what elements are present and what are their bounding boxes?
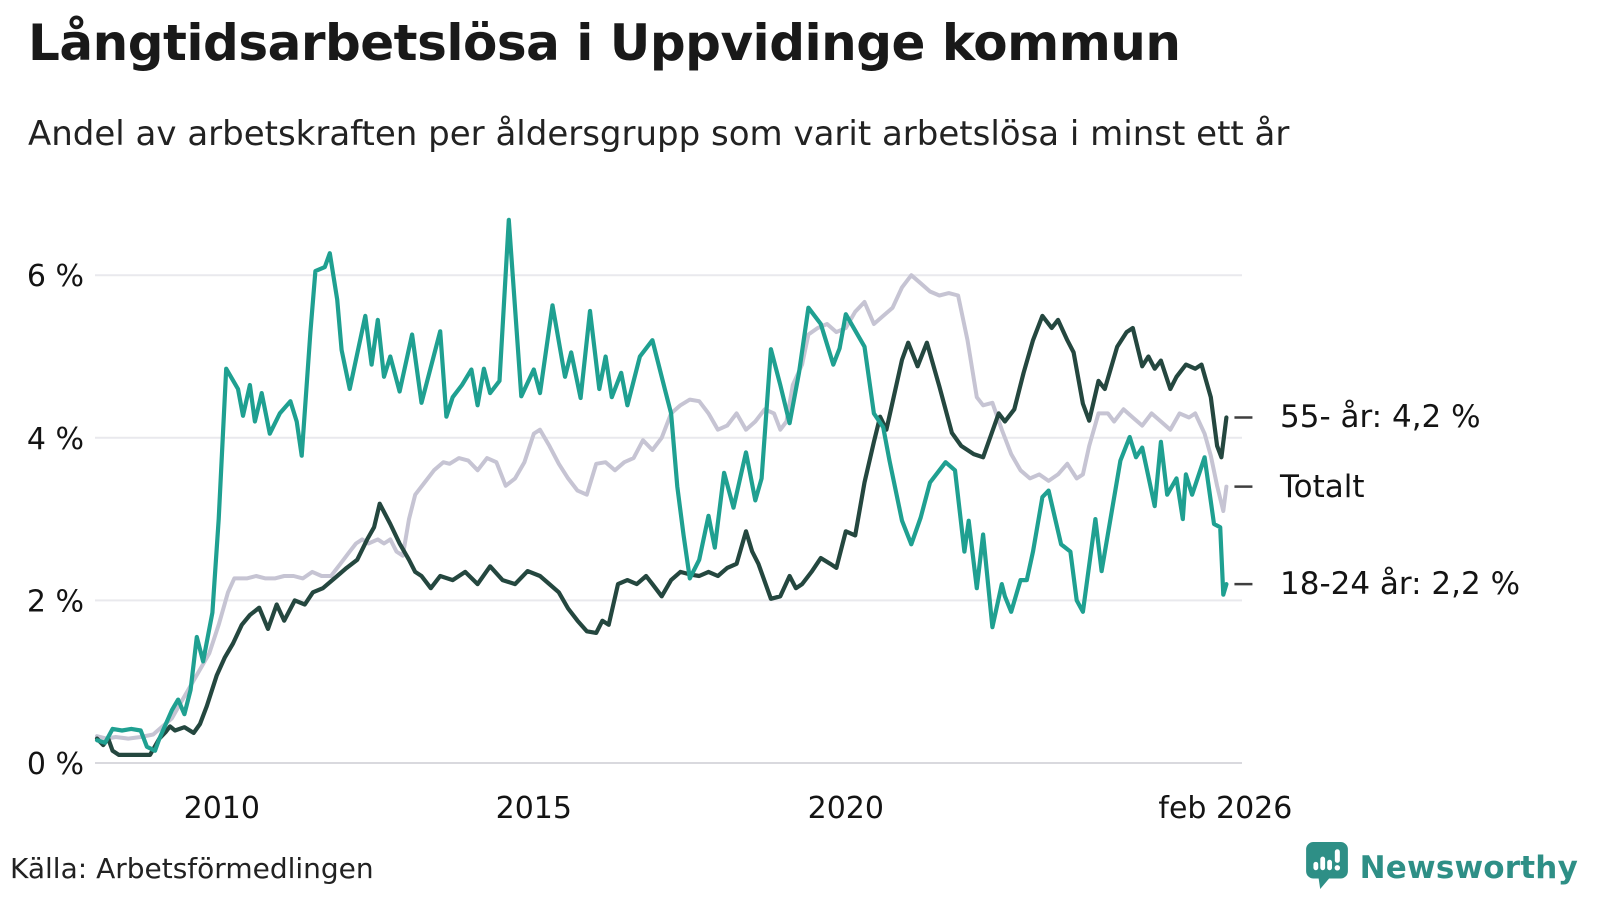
y-axis-tick-label: 4 % bbox=[27, 422, 84, 457]
newsworthy-brand-name: Newsworthy bbox=[1359, 849, 1578, 886]
source-note: Källa: Arbetsförmedlingen bbox=[10, 852, 374, 885]
y-axis-tick-label: 2 % bbox=[27, 584, 84, 619]
series-line-Totalt bbox=[95, 273, 1229, 741]
series-end-label-55: 55- år: 4,2 % bbox=[1280, 399, 1481, 436]
x-axis-tick-label: feb 2026 bbox=[1158, 791, 1292, 826]
series-end-label-18-24: 18-24 år: 2,2 % bbox=[1280, 566, 1521, 603]
series-line-55--ar bbox=[94, 313, 1229, 758]
newsworthy-brand-link[interactable]: Newsworthy bbox=[1305, 842, 1578, 893]
series-line-18-24-ar bbox=[94, 217, 1229, 753]
x-axis-tick-label: 2020 bbox=[808, 791, 884, 826]
x-axis-tick-label: 2010 bbox=[184, 791, 260, 826]
y-axis-tick-label: 6 % bbox=[27, 259, 84, 294]
y-axis-tick-label: 0 % bbox=[27, 747, 84, 782]
newsworthy-logo-icon bbox=[1305, 842, 1348, 893]
x-axis-tick-label: 2015 bbox=[496, 791, 572, 826]
page-subtitle: Andel av arbetskraften per åldersgrupp s… bbox=[28, 114, 1290, 154]
series-end-label-totalt: Totalt bbox=[1280, 468, 1365, 505]
page-title: Långtidsarbetslösa i Uppvidinge kommun bbox=[28, 14, 1181, 72]
